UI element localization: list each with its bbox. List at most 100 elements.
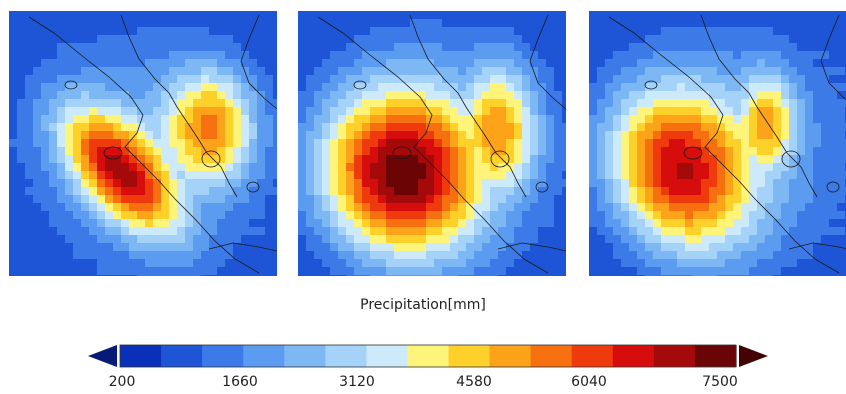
grid-cell xyxy=(177,35,186,44)
grid-cell xyxy=(89,115,98,124)
grid-cell xyxy=(749,251,758,260)
grid-cell xyxy=(450,91,459,100)
grid-cell xyxy=(386,131,395,140)
grid-cell xyxy=(450,163,459,172)
grid-cell xyxy=(129,179,138,188)
grid-cell xyxy=(562,227,566,236)
grid-cell xyxy=(621,11,630,20)
grid-cell xyxy=(49,147,58,156)
grid-cell xyxy=(442,35,451,44)
grid-cell xyxy=(121,115,130,124)
grid-cell xyxy=(522,91,531,100)
grid-cell xyxy=(514,59,523,68)
grid-cell xyxy=(781,155,790,164)
grid-cell xyxy=(434,91,443,100)
grid-cell xyxy=(121,107,130,116)
grid-cell xyxy=(554,267,563,276)
grid-cell xyxy=(177,83,186,92)
grid-cell xyxy=(177,267,186,276)
grid-cell xyxy=(773,75,782,84)
grid-cell xyxy=(17,99,26,108)
grid-cell xyxy=(378,251,387,260)
grid-cell xyxy=(693,155,702,164)
grid-cell xyxy=(33,27,42,36)
grid-cell xyxy=(789,227,798,236)
grid-cell xyxy=(725,27,734,36)
grid-cell xyxy=(97,203,106,212)
grid-cell xyxy=(49,163,58,172)
grid-cell xyxy=(669,51,678,60)
grid-cell xyxy=(25,115,34,124)
grid-cell xyxy=(346,67,355,76)
grid-cell xyxy=(821,75,830,84)
grid-cell xyxy=(33,179,42,188)
grid-cell xyxy=(797,83,806,92)
grid-cell xyxy=(450,11,459,20)
grid-cell xyxy=(789,171,798,180)
grid-cell xyxy=(821,235,830,244)
grid-cell xyxy=(65,123,74,132)
grid-cell xyxy=(653,243,662,252)
grid-cell xyxy=(137,139,146,148)
grid-cell xyxy=(161,83,170,92)
grid-cell xyxy=(249,267,258,276)
grid-cell xyxy=(837,155,846,164)
grid-cell xyxy=(725,139,734,148)
grid-cell xyxy=(322,211,331,220)
grid-cell xyxy=(378,35,387,44)
grid-cell xyxy=(169,131,178,140)
grid-cell xyxy=(538,227,547,236)
grid-cell xyxy=(81,243,90,252)
grid-cell xyxy=(490,19,499,28)
grid-cell xyxy=(685,203,694,212)
grid-cell xyxy=(306,163,315,172)
grid-cell xyxy=(105,203,114,212)
grid-cell xyxy=(233,59,242,68)
grid-cell xyxy=(73,163,82,172)
grid-cell xyxy=(725,275,734,276)
grid-cell xyxy=(402,163,411,172)
grid-cell xyxy=(466,27,475,36)
grid-cell xyxy=(482,91,491,100)
grid-cell xyxy=(813,83,822,92)
grid-cell xyxy=(426,155,435,164)
grid-cell xyxy=(386,267,395,276)
grid-cell xyxy=(217,99,226,108)
grid-cell xyxy=(273,227,277,236)
grid-cell xyxy=(233,51,242,60)
grid-cell xyxy=(466,163,475,172)
grid-cell xyxy=(749,227,758,236)
grid-cell xyxy=(241,275,250,276)
grid-cell xyxy=(241,83,250,92)
grid-cell xyxy=(613,179,622,188)
grid-cell xyxy=(613,219,622,228)
grid-cell xyxy=(701,19,710,28)
grid-cell xyxy=(386,211,395,220)
grid-cell xyxy=(701,211,710,220)
grid-cell xyxy=(474,99,483,108)
grid-cell xyxy=(442,195,451,204)
grid-cell xyxy=(434,51,443,60)
grid-cell xyxy=(9,187,18,196)
grid-cell xyxy=(370,11,379,20)
grid-cell xyxy=(217,187,226,196)
grid-cell xyxy=(402,91,411,100)
grid-cell xyxy=(458,235,467,244)
grid-cell xyxy=(193,163,202,172)
grid-cell xyxy=(129,187,138,196)
grid-cell xyxy=(257,155,266,164)
grid-cell xyxy=(490,187,499,196)
grid-cell xyxy=(450,243,459,252)
grid-cell xyxy=(450,27,459,36)
grid-cell xyxy=(137,11,146,20)
grid-cell xyxy=(829,67,838,76)
grid-cell xyxy=(514,227,523,236)
grid-cell xyxy=(33,187,42,196)
grid-cell xyxy=(57,163,66,172)
grid-cell xyxy=(637,251,646,260)
grid-cell xyxy=(346,195,355,204)
grid-cell xyxy=(434,43,443,52)
grid-cell xyxy=(17,11,26,20)
grid-cell xyxy=(298,35,307,44)
grid-cell xyxy=(589,243,598,252)
